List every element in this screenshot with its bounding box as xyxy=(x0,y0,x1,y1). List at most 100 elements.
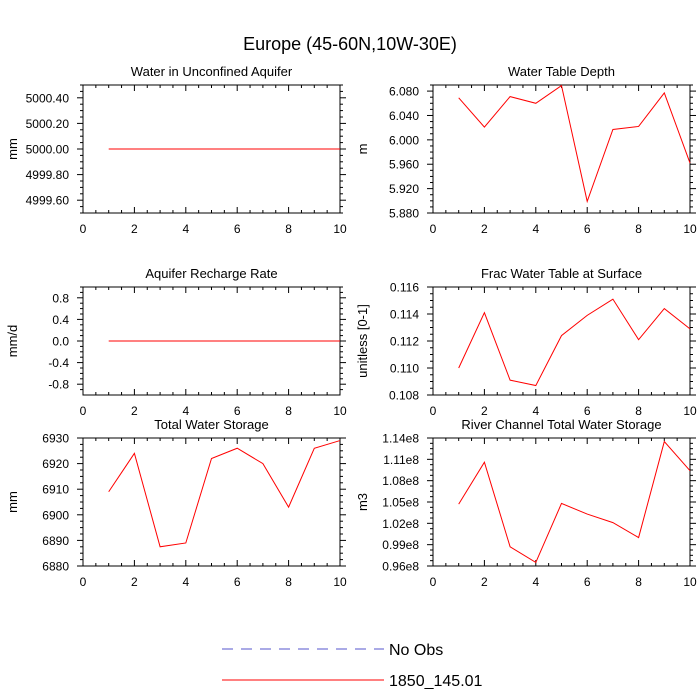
x-tick-label: 4 xyxy=(182,222,189,236)
plot-frame xyxy=(432,84,691,214)
y-axis-label: mm xyxy=(5,138,20,160)
y-tick-label: 0.96e8 xyxy=(382,560,419,574)
y-tick-label: 5.880 xyxy=(389,207,419,221)
y-tick-label: 6.000 xyxy=(389,133,419,147)
y-tick-label: 0.0 xyxy=(52,335,69,349)
y-tick-label: 6880 xyxy=(42,560,69,574)
x-tick-label: 10 xyxy=(683,575,697,589)
x-tick-label: 0 xyxy=(430,222,437,236)
chart-aquifer-recharge-rate: Aquifer Recharge Rate mm/d 0 2 4 6 8 10 -0.8 -0.4… xyxy=(5,266,347,418)
x-tick-label: 0 xyxy=(430,404,437,418)
x-tick-label: 8 xyxy=(285,404,292,418)
x-tick-label: 2 xyxy=(481,404,488,418)
series-line-1850-145-01 xyxy=(108,440,341,548)
y-tick-label: 0.4 xyxy=(52,313,69,327)
x-tick-label: 10 xyxy=(683,222,697,236)
x-tick-label: 2 xyxy=(481,222,488,236)
x-tick-label: 0 xyxy=(80,404,87,418)
y-tick-label: -0.4 xyxy=(48,356,69,370)
y-tick-label: 0.108 xyxy=(389,389,419,403)
x-tick-label: 8 xyxy=(635,404,642,418)
x-tick-label: 6 xyxy=(584,404,591,418)
x-tick-label: 4 xyxy=(532,404,539,418)
y-tick-label: 4999.60 xyxy=(26,194,70,208)
y-tick-label: 1.14e8 xyxy=(382,432,419,446)
y-tick-label: 4999.80 xyxy=(26,168,70,182)
y-tick-label: 1.08e8 xyxy=(382,474,419,488)
figure-title: Europe (45-60N,10W-30E) xyxy=(243,34,457,54)
y-tick-label: 5000.20 xyxy=(26,117,70,131)
legend-label-1850-145-01: 1850_145.01 xyxy=(389,673,483,690)
y-tick-label: 5.920 xyxy=(389,182,419,196)
x-tick-label: 10 xyxy=(333,404,347,418)
chart-frac-water-table-at-surface: Frac Water Table at Surface unitless [0-1… xyxy=(355,266,697,418)
x-tick-label: 8 xyxy=(285,222,292,236)
x-tick-label: 2 xyxy=(131,404,138,418)
x-tick-label: 10 xyxy=(333,222,347,236)
y-axis-label: unitless [0-1] xyxy=(355,304,370,378)
legend: No Obs 1850_145.01 xyxy=(222,642,483,690)
y-tick-label: 0.112 xyxy=(390,335,419,349)
y-tick-label: 0.116 xyxy=(390,281,419,295)
x-tick-label: 6 xyxy=(584,575,591,589)
x-tick-label: 6 xyxy=(234,404,241,418)
x-tick-label: 2 xyxy=(131,222,138,236)
chart-title: Water in Unconfined Aquifer xyxy=(131,64,293,79)
series-line-1850-145-01 xyxy=(458,440,691,564)
y-tick-label: -0.8 xyxy=(48,378,69,392)
y-tick-label: 6.080 xyxy=(389,85,419,99)
series-line-1850-145-01 xyxy=(458,298,691,387)
chart-title: Water Table Depth xyxy=(508,64,615,79)
x-tick-label: 2 xyxy=(131,575,138,589)
y-tick-label: 5000.00 xyxy=(26,143,70,157)
plot-frame xyxy=(432,437,691,567)
y-tick-label: 6910 xyxy=(42,483,69,497)
x-tick-label: 6 xyxy=(234,575,241,589)
legend-label-no-obs: No Obs xyxy=(389,642,443,659)
y-tick-label: 1.11e8 xyxy=(383,453,419,467)
y-tick-label: 0.99e8 xyxy=(382,538,419,552)
x-tick-label: 2 xyxy=(481,575,488,589)
x-tick-label: 8 xyxy=(635,222,642,236)
x-tick-label: 4 xyxy=(182,575,189,589)
plot-frame xyxy=(82,437,341,567)
y-tick-label: 6.040 xyxy=(389,109,419,123)
y-tick-label: 6890 xyxy=(42,534,69,548)
y-tick-label: 6900 xyxy=(42,508,69,522)
x-tick-label: 10 xyxy=(333,575,347,589)
x-tick-label: 6 xyxy=(234,222,241,236)
chart-title: Aquifer Recharge Rate xyxy=(145,266,277,281)
x-tick-label: 0 xyxy=(430,575,437,589)
series-line-1850-145-01 xyxy=(458,84,691,204)
y-tick-label: 6920 xyxy=(42,457,69,471)
x-tick-label: 8 xyxy=(285,575,292,589)
chart-total-water-storage: Total Water Storage mm 0 2 4 6 8 10 6880 6890 6900… xyxy=(5,417,347,589)
chart-title: Frac Water Table at Surface xyxy=(481,266,642,281)
x-tick-label: 6 xyxy=(584,222,591,236)
y-tick-label: 6930 xyxy=(42,432,69,446)
y-tick-label: 5.960 xyxy=(389,158,419,172)
y-tick-label: 5000.40 xyxy=(26,91,70,105)
y-tick-label: 1.02e8 xyxy=(382,517,419,531)
y-tick-label: 1.05e8 xyxy=(382,496,419,510)
chart-title: Total Water Storage xyxy=(154,417,268,432)
chart-water-table-depth: Water Table Depth m 0 2 4 6 8 10 5.880 5.920 5.960… xyxy=(355,64,697,236)
x-tick-label: 8 xyxy=(635,575,642,589)
y-axis-label: mm xyxy=(5,491,20,513)
x-tick-label: 4 xyxy=(532,575,539,589)
chart-river-channel-total-water-storage: River Channel Total Water Storage m3 0 2 4 6 8… xyxy=(355,417,697,589)
x-tick-label: 0 xyxy=(80,222,87,236)
x-tick-label: 10 xyxy=(683,404,697,418)
y-axis-label: m3 xyxy=(355,493,370,511)
x-tick-label: 0 xyxy=(80,575,87,589)
chart-title: River Channel Total Water Storage xyxy=(461,417,661,432)
x-tick-label: 4 xyxy=(182,404,189,418)
y-tick-label: 0.8 xyxy=(52,291,69,305)
x-tick-label: 4 xyxy=(532,222,539,236)
y-tick-label: 0.110 xyxy=(390,362,419,376)
y-axis-label: mm/d xyxy=(5,325,20,358)
chart-water-in-unconfined-aquifer: Water in Unconfined Aquifer mm 0 2 4 6 8 10 4999… xyxy=(5,64,347,236)
y-tick-label: 0.114 xyxy=(390,308,419,322)
y-axis-label: m xyxy=(355,144,370,155)
